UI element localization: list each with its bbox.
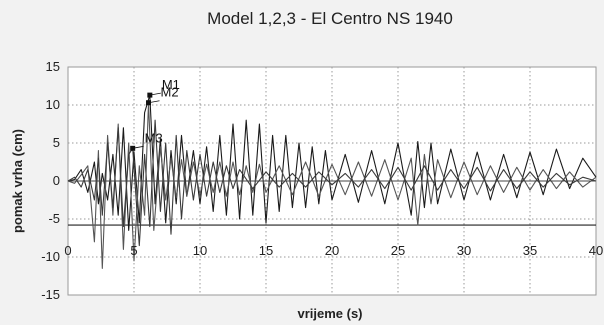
annotation-leader-2 <box>148 100 160 104</box>
x-axis-label: vrijeme (s) <box>297 306 362 321</box>
x-tick-label-1: 5 <box>130 243 137 258</box>
series-line-2 <box>67 102 597 269</box>
annotation-label-2: M2 <box>161 85 179 100</box>
x-tick-label-2: 10 <box>193 243 207 258</box>
series-line-3 <box>67 119 597 247</box>
y-axis-label: pomak vrha (cm) <box>10 129 25 233</box>
tick-layer: 0 5 10 15 20 25 30 35 40 15 10 5 0 -5 -10 -15 <box>41 59 603 302</box>
annotation-leader-1 <box>149 92 161 96</box>
y-tick-label-5: -10 <box>41 249 60 264</box>
annotation-label-1: M1 <box>162 77 180 92</box>
chart-title: Model 1,2,3 - El Centro NS 1940 <box>207 9 453 28</box>
annotation-leader-3 <box>132 145 144 149</box>
y-tick-label-2: 5 <box>53 135 60 150</box>
x-tick-label-8: 40 <box>589 243 603 258</box>
y-tick-label-3: 0 <box>53 173 60 188</box>
x-tick-label-3: 15 <box>259 243 273 258</box>
series-line-1 <box>67 94 597 231</box>
y-tick-label-1: 10 <box>46 97 60 112</box>
x-tick-label-5: 25 <box>391 243 405 258</box>
x-tick-label-4: 20 <box>325 243 339 258</box>
y-tick-label-0: 15 <box>46 59 60 74</box>
x-tick-label-0: 0 <box>64 243 71 258</box>
annotation-label-3: M3 <box>145 130 163 145</box>
series-layer <box>67 94 597 269</box>
x-tick-label-6: 30 <box>457 243 471 258</box>
x-tick-label-7: 35 <box>523 243 537 258</box>
y-tick-label-4: -5 <box>48 211 60 226</box>
y-tick-label-6: -15 <box>41 287 60 302</box>
